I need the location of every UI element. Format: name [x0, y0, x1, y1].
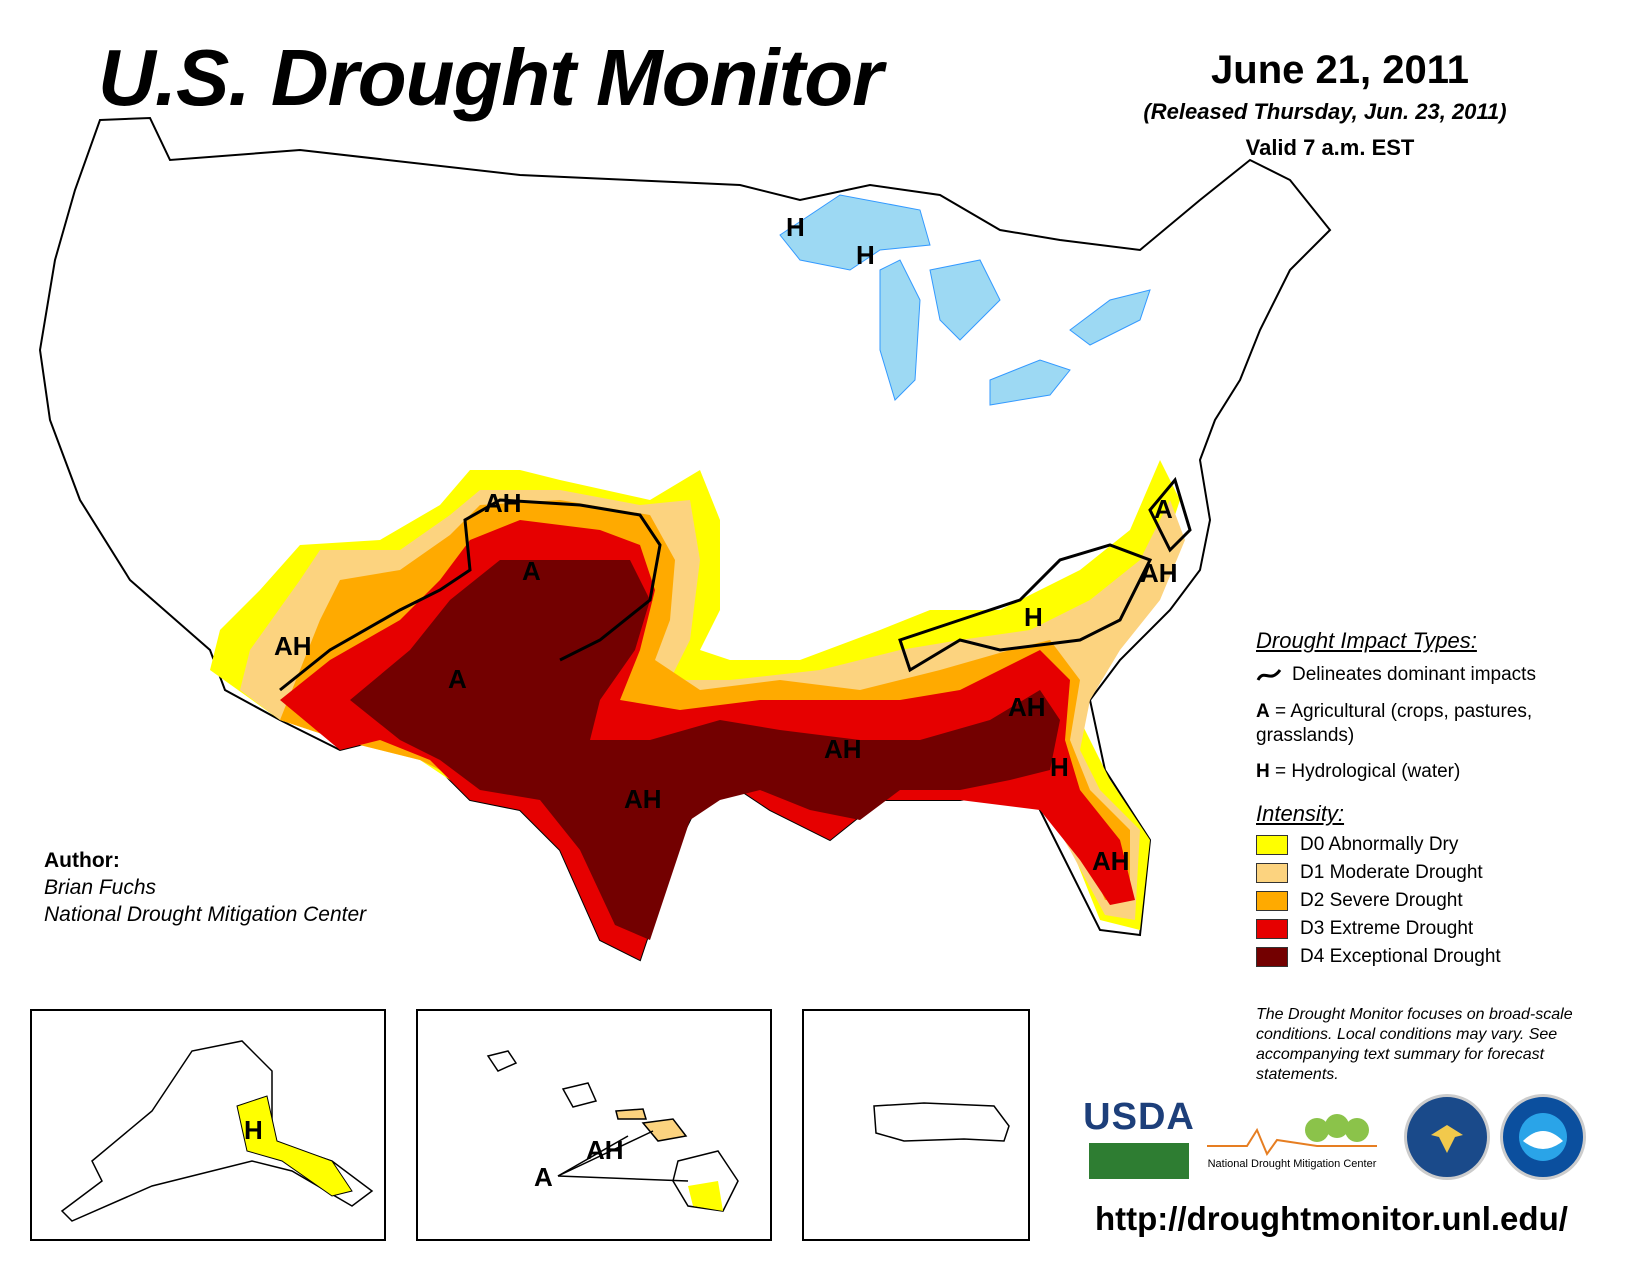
map-label-h: H: [244, 1115, 263, 1145]
noaa-seal: [1500, 1094, 1586, 1180]
great-lakes: [779, 194, 1151, 406]
map-label-a: A: [1154, 494, 1173, 524]
legend-row-d0: D0 Abnormally Dry: [1256, 833, 1626, 856]
agricultural-row: A = Agricultural (crops, pastures, grass…: [1256, 700, 1626, 748]
map-label-h: H: [1050, 752, 1069, 782]
map-label-h: H: [856, 240, 875, 270]
hawaii-inset: AH A: [416, 1009, 772, 1241]
author-name: Brian Fuchs: [44, 875, 157, 899]
hydrological-label: = Hydrological (water): [1269, 760, 1461, 782]
usda-logo-field: [1089, 1142, 1189, 1179]
legend-row-d2: D2 Severe Drought: [1256, 889, 1626, 912]
author-org: National Drought Mitigation Center: [44, 902, 367, 926]
alaska-inset: H: [30, 1009, 386, 1241]
map-label-h: H: [786, 212, 805, 242]
map-label-ah: AH: [1092, 846, 1130, 876]
legend-label-d4: D4 Exceptional Drought: [1300, 945, 1501, 967]
intensity-heading: Intensity:: [1256, 801, 1345, 827]
map-label-ah: AH: [1140, 558, 1178, 588]
impact-boundary-virginia: [1148, 476, 1192, 553]
hawaii-map: AH A: [486, 1050, 739, 1212]
valid-time: Valid 7 a.m. EST: [1245, 135, 1415, 160]
alaska-map: H: [60, 1040, 374, 1222]
website-link[interactable]: http://droughtmonitor.unl.edu/: [1095, 1200, 1568, 1237]
delineates-label: Delineates dominant impacts: [1292, 664, 1536, 685]
impact-boundary-southeast: [898, 543, 1153, 673]
noaa-bird-icon: [1519, 1113, 1567, 1161]
release-date: (Released Thursday, Jun. 23, 2011): [1143, 99, 1507, 124]
usda-logo-text: USDA: [1083, 1095, 1195, 1138]
agricultural-key: A: [1256, 701, 1270, 722]
legend-row-d1: D1 Moderate Drought: [1256, 861, 1626, 884]
legend-label-d1: D1 Moderate Drought: [1300, 861, 1483, 883]
swatch-d0: [1256, 834, 1288, 855]
hydrological-row: H = Hydrological (water): [1256, 760, 1626, 784]
author-label: Author:: [44, 849, 120, 872]
legend: Drought Impact Types: Delineates dominan…: [1256, 628, 1626, 973]
swatch-d3: [1256, 918, 1288, 939]
map-label-ah: AH: [1008, 692, 1046, 722]
ndmc-logo-text: National Drought Mitigation Center: [1207, 1158, 1377, 1170]
puerto-rico-map: [873, 1102, 1010, 1142]
impact-boundary-southwest: [279, 498, 662, 692]
impact-types-heading: Drought Impact Types:: [1256, 628, 1477, 653]
commerce-seal: [1404, 1094, 1490, 1180]
legend-label-d0: D0 Abnormally Dry: [1300, 833, 1459, 855]
swatch-d4: [1256, 946, 1288, 967]
map-label-ah: AH: [274, 631, 312, 661]
map-label-ah: AH: [586, 1135, 624, 1165]
map-label-ah: AH: [624, 784, 662, 814]
map-date: June 21, 2011: [1211, 48, 1469, 92]
map-label-ah: AH: [824, 734, 862, 764]
d4-exceptional-drought-area: [350, 560, 1060, 940]
map-label-ah: AH: [484, 488, 522, 518]
map-label-a: A: [448, 664, 467, 694]
delineation-line-icon: [1256, 669, 1282, 681]
legend-label-d2: D2 Severe Drought: [1300, 889, 1463, 911]
swatch-d2: [1256, 890, 1288, 911]
swatch-d1: [1256, 862, 1288, 883]
map-label-a: A: [522, 556, 541, 586]
hydrological-key: H: [1256, 760, 1270, 782]
legend-label-d3: D3 Extreme Drought: [1300, 917, 1474, 939]
map-label-h: H: [1024, 602, 1043, 632]
legend-row-d3: D3 Extreme Drought: [1256, 917, 1626, 940]
puerto-rico-inset: [802, 1009, 1030, 1241]
legend-row-d4: D4 Exceptional Drought: [1256, 945, 1626, 968]
delineates-row: Delineates dominant impacts: [1256, 664, 1626, 686]
eagle-icon: [1431, 1125, 1463, 1153]
map-label-a: A: [534, 1162, 553, 1192]
usda-logo: USDA: [1083, 1092, 1195, 1182]
agricultural-label: = Agricultural (crops, pastures, grassla…: [1256, 701, 1533, 746]
ndmc-logo: National Drought Mitigation Center: [1204, 1100, 1380, 1180]
author-block: Author: Brian Fuchs National Drought Mit…: [44, 848, 366, 929]
disclaimer-note: The Drought Monitor focuses on broad-sca…: [1256, 1006, 1573, 1083]
map-title: U.S. Drought Monitor: [98, 33, 883, 122]
ndmc-tree-icon: [1207, 1114, 1377, 1157]
